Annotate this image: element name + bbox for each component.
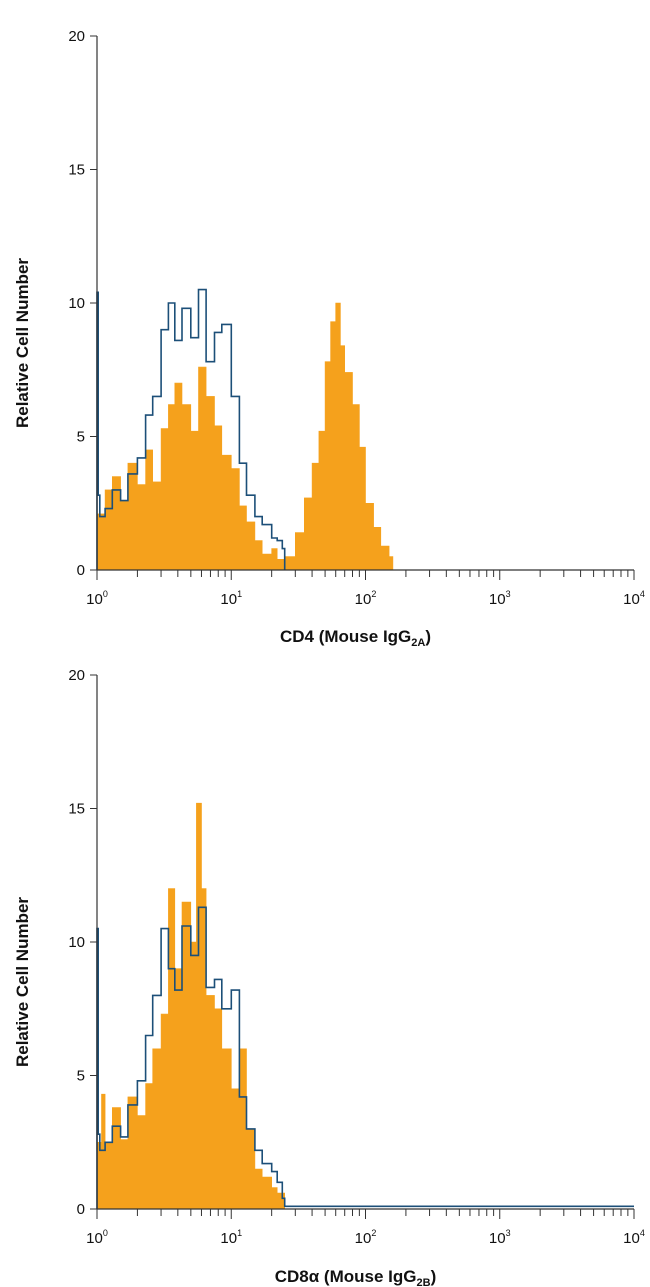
y-tick-label: 0 — [77, 562, 85, 579]
y-axis-title: Relative Cell Number — [13, 258, 32, 428]
y-tick-label: 20 — [68, 28, 85, 45]
histogram-outline-series — [96, 906, 634, 1209]
y-tick-label: 15 — [68, 801, 85, 818]
y-tick-label: 15 — [68, 162, 85, 179]
x-tick-label: 104 — [623, 1228, 645, 1247]
x-tick-label: 101 — [220, 1228, 242, 1247]
histogram-filled-series — [96, 302, 394, 571]
y-axis-title: Relative Cell Number — [13, 897, 32, 1067]
x-axis-title: CD8α (Mouse IgG2B) — [275, 1267, 436, 1287]
histogram-panel-1: 0 5 10 15 20 100 101 102 103 104 CD4 (Mouse IgG2A)… — [13, 28, 645, 649]
y-tick-label: 5 — [77, 429, 85, 446]
y-tick-label: 20 — [68, 667, 85, 684]
y-tick-label: 10 — [68, 934, 85, 951]
x-tick-label: 104 — [623, 589, 645, 608]
x-tick-label: 103 — [489, 589, 511, 608]
x-tick-label: 103 — [489, 1228, 511, 1247]
y-tick-label: 10 — [68, 295, 85, 312]
x-tick-label: 100 — [86, 589, 108, 608]
histogram-panel-2: 0 5 10 15 20 100 101 102 103 104 CD8α (Mouse IgG2B… — [13, 667, 645, 1287]
y-tick-label: 5 — [77, 1068, 85, 1085]
x-tick-label: 101 — [220, 589, 242, 608]
x-tick-label: 102 — [355, 589, 377, 608]
histogram-outline-series — [96, 288, 286, 570]
x-tick-label: 102 — [355, 1228, 377, 1247]
histogram-filled-series — [96, 802, 285, 1210]
x-axis-title: CD4 (Mouse IgG2A) — [280, 627, 431, 649]
x-tick-label: 100 — [86, 1228, 108, 1247]
y-tick-label: 0 — [77, 1201, 85, 1218]
